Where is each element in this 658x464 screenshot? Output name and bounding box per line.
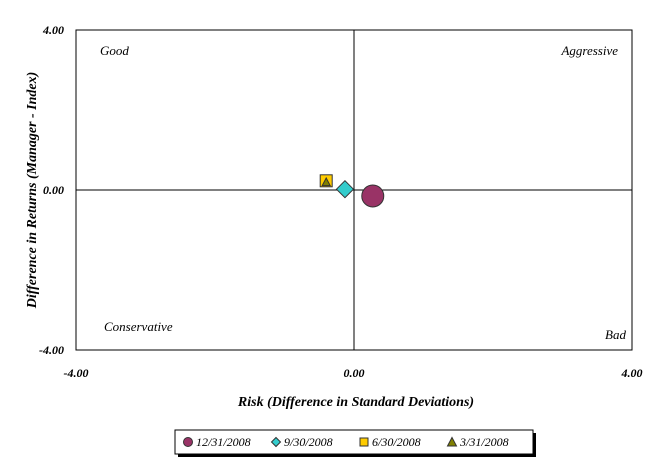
quadrant-label-top-right: Aggressive [560,43,618,58]
x-tick-label-middle: 0.00 [344,366,365,380]
legend-box [174,429,534,455]
data-point-triangle-3 [321,176,332,187]
y-axis-title: Difference in Returns (Manager - Index) [25,72,40,310]
y-tick-label-bottom: -4.00 [39,343,64,357]
x-tick-label-left: -4.00 [64,366,89,380]
legend-label-0: 12/31/2008 [196,435,251,449]
legend-label-2: 6/30/2008 [372,435,421,449]
data-point-diamond-1 [335,179,355,199]
legend-marker-circle [183,437,193,447]
legend-label-3: 3/31/2008 [459,435,509,449]
legend-marker-diamond [270,436,282,448]
quadrant-label-top-left: Good [100,43,129,58]
legend-marker-triangle [446,436,458,447]
y-tick-label-middle: 0.00 [43,183,64,197]
data-points [319,174,385,208]
legend-label-1: 9/30/2008 [284,435,333,449]
data-point-circle-0 [361,184,385,208]
legend: 12/31/2008 9/30/2008 6/30/2008 3/31/2008 [183,435,509,449]
quadrant-label-bottom-left: Conservative [104,319,173,334]
quadrant-label-bottom-right: Bad [605,327,626,342]
x-tick-label-right: 4.00 [621,366,643,380]
legend-marker-square [359,437,369,447]
y-tick-label-top: 4.00 [42,23,64,37]
x-axis-title: Risk (Difference in Standard Deviations) [237,395,474,410]
